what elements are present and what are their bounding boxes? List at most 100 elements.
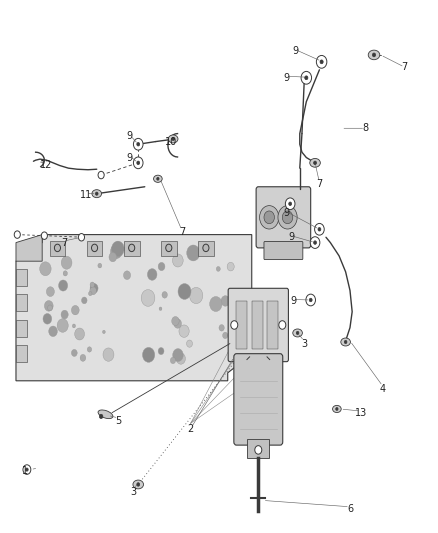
Text: 3: 3 [301,338,307,349]
Circle shape [336,408,338,410]
Circle shape [88,292,92,296]
FancyBboxPatch shape [228,288,288,362]
Circle shape [344,341,347,344]
Circle shape [95,192,98,195]
Circle shape [179,325,189,337]
Circle shape [81,297,87,304]
Ellipse shape [332,406,341,413]
Circle shape [231,321,238,329]
Circle shape [279,321,286,329]
Circle shape [318,228,321,231]
Circle shape [177,353,185,364]
Circle shape [178,284,191,300]
FancyBboxPatch shape [264,241,303,260]
Circle shape [98,171,104,179]
Circle shape [80,354,86,361]
Text: 5: 5 [116,416,122,426]
Circle shape [110,245,122,259]
Circle shape [103,348,114,361]
Circle shape [170,357,176,364]
Circle shape [264,211,275,224]
Text: 7: 7 [316,179,322,189]
Bar [124,241,140,256]
Circle shape [162,292,167,298]
Ellipse shape [133,480,144,489]
Text: 3: 3 [131,488,137,497]
Circle shape [228,340,234,347]
Circle shape [158,262,165,271]
Ellipse shape [168,135,178,143]
Circle shape [90,284,98,293]
Text: 7: 7 [179,227,185,237]
Circle shape [90,282,95,287]
Circle shape [166,244,172,252]
Circle shape [203,244,209,252]
FancyBboxPatch shape [234,354,283,445]
Circle shape [219,325,224,331]
Text: 7: 7 [402,62,408,72]
Circle shape [113,241,123,253]
Circle shape [172,317,179,326]
Circle shape [137,161,140,165]
Circle shape [63,271,67,276]
Text: 4: 4 [380,384,386,394]
Circle shape [310,237,320,248]
Circle shape [74,328,85,340]
Text: 2: 2 [187,424,194,434]
Ellipse shape [368,50,380,60]
Circle shape [283,211,293,224]
Circle shape [316,55,327,68]
Bar [87,241,102,256]
Circle shape [314,161,317,165]
Circle shape [296,332,299,335]
Circle shape [48,305,53,311]
Circle shape [40,262,51,276]
Bar [161,241,177,256]
Circle shape [289,202,292,206]
Circle shape [112,241,124,256]
Bar [49,241,65,256]
Circle shape [124,271,131,279]
Ellipse shape [310,158,320,167]
Circle shape [134,157,143,168]
Circle shape [223,332,228,338]
Circle shape [174,319,181,328]
Text: 9: 9 [292,46,298,56]
Circle shape [46,287,54,296]
Circle shape [173,254,183,267]
Circle shape [172,138,174,141]
Circle shape [134,139,143,150]
Text: 9: 9 [127,131,133,141]
Text: 9: 9 [290,296,296,306]
Circle shape [190,287,203,304]
Circle shape [61,256,72,269]
Bar [198,241,214,256]
Circle shape [78,233,85,241]
Circle shape [72,324,75,328]
Text: 7: 7 [61,238,67,247]
Bar [267,301,278,349]
Circle shape [71,350,77,357]
Circle shape [142,348,155,362]
Bar [16,269,27,286]
Circle shape [102,330,105,334]
Circle shape [87,347,92,352]
Bar [237,301,247,349]
Text: 11: 11 [80,190,92,200]
Text: 8: 8 [362,123,368,133]
Circle shape [301,71,311,84]
Circle shape [278,206,297,229]
Circle shape [41,232,47,239]
Circle shape [372,53,375,57]
Circle shape [49,326,57,336]
Circle shape [44,301,53,311]
Circle shape [320,60,323,64]
Ellipse shape [154,175,162,182]
Circle shape [25,468,28,471]
Polygon shape [16,235,252,381]
Circle shape [306,294,315,306]
Bar [252,301,263,349]
Ellipse shape [98,410,113,418]
Text: 6: 6 [347,504,353,514]
Circle shape [173,349,183,361]
